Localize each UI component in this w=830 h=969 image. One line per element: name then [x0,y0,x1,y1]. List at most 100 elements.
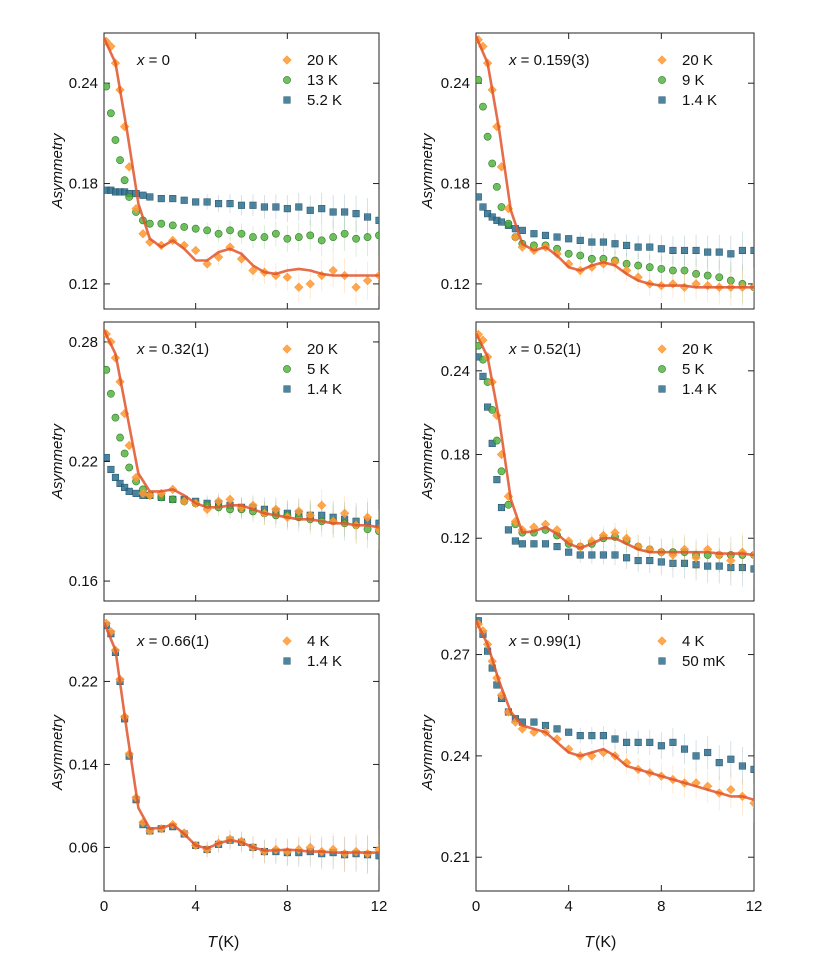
data-point [146,193,154,201]
data-point [145,219,154,228]
data-point [476,75,483,84]
data-point [479,372,487,380]
data-point [282,272,292,282]
data-point [294,233,303,241]
legend-marker [282,636,292,646]
data-point [120,449,129,458]
data-point [488,159,497,168]
data-point [576,236,584,244]
data-point [727,755,735,763]
legend-marker [657,55,667,65]
data-point [215,200,223,208]
legend-label: 1.4 K [307,381,342,398]
data-point [340,508,350,518]
data-point [328,516,338,526]
data-point [145,490,155,501]
legend-marker [283,96,291,104]
legend-label: 1.4 K [307,653,342,670]
data-point [692,752,700,760]
panel-label-value: = 0.52(1) [517,341,582,358]
series-20-K [104,36,379,306]
data-point [645,263,654,272]
data-point [668,550,678,560]
legend-marker [283,385,291,393]
y-tick-label: 0.22 [69,673,98,690]
legend-marker [658,76,666,84]
data-point [611,240,619,248]
data-point [704,562,712,570]
panel-label-value: = 0.99(1) [517,633,582,650]
data-point [657,742,665,750]
plot-frame [103,321,380,602]
x-tick-label: 8 [283,898,291,915]
data-point [553,543,561,551]
data-point [157,195,165,203]
data-point [704,748,712,757]
data-point [680,266,689,275]
plot-frame [475,32,755,310]
data-point [541,231,550,239]
plot-area [476,329,754,589]
data-point [657,264,666,273]
data-point [680,246,689,255]
data-point [362,512,373,522]
data-point [271,504,281,514]
data-point [157,219,166,228]
data-point [168,495,177,504]
data-point [530,718,538,726]
data-point [726,785,736,795]
legend-marker [282,55,292,65]
data-point [691,553,701,563]
data-point [657,558,665,566]
data-point [680,559,689,567]
panel-label-var: x [136,341,145,358]
y-tick-label: 0.28 [69,334,98,351]
data-point [203,198,211,206]
data-point [737,547,748,557]
data-point [260,203,268,211]
x-tick-label: 0 [472,898,480,915]
fit-curve [104,37,379,277]
x-axis-title-right: T (K) [584,934,616,951]
legend-marker [283,365,291,373]
data-point [104,365,111,374]
data-point [588,551,596,559]
x-tick-label: 12 [746,898,763,915]
data-point [138,229,148,239]
y-axis-title: Asymmetry [49,714,66,792]
data-point [375,852,379,860]
plot-area [104,329,379,552]
data-point [518,226,526,234]
legend-label: 1.4 K [682,381,717,398]
data-point [106,109,115,118]
panel-5: 0.06 0.14 0.22 0 4 8 12 Asymmetry x = 0.66(1) 4 K… [49,613,387,915]
y-tick-label: 0.27 [441,647,470,664]
plot-area [104,36,379,306]
panel-label-value: = 0.159(3) [517,52,590,69]
panel-label-var: x [136,52,145,69]
legend-marker [658,385,666,393]
panel-label: x = 0.52(1) [508,341,581,358]
y-axis-title: Asymmetry [419,423,436,501]
data-point [479,102,487,111]
data-point [623,554,631,562]
data-point [260,233,269,241]
x-tick-label: 4 [564,898,572,915]
y-axis-title: Asymmetry [49,132,66,210]
data-point [249,201,257,209]
data-point [588,732,596,740]
legend-label: 4 K [682,633,705,650]
data-point [575,541,585,552]
series-1.4-K [476,353,754,589]
y-tick-label: 0.22 [69,454,98,471]
data-point [476,193,482,201]
plot-frame [103,32,380,310]
data-point [352,234,360,243]
data-point [248,265,258,276]
legend-marker [282,344,292,354]
data-point [121,483,129,491]
data-point [611,551,619,559]
data-point [116,433,124,442]
series-1.4-K [104,453,379,544]
